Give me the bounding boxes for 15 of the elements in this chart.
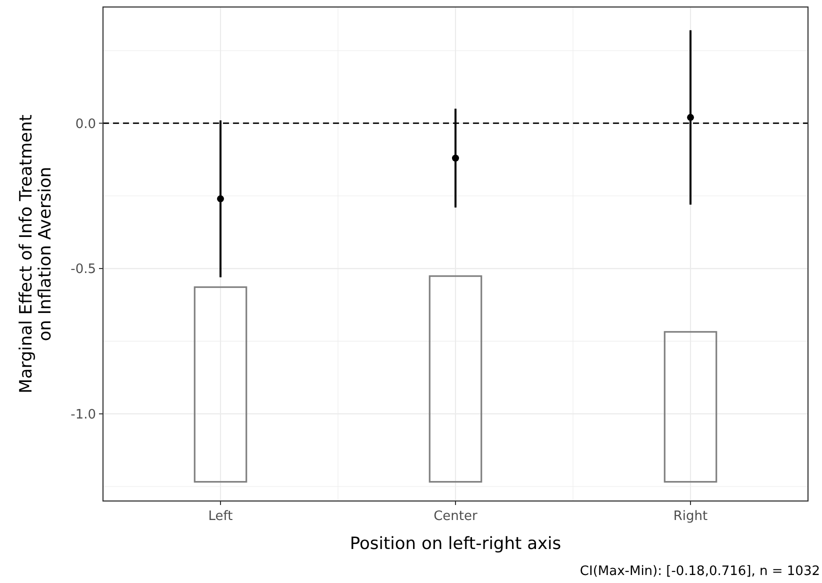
bar xyxy=(194,286,248,483)
text: CI(Max-Min): [-0.18,0.716], n = 1032 xyxy=(580,564,820,579)
y-tick-label: 0.0 xyxy=(75,116,96,132)
y-axis-title: Marginal Effect of Info Treatment on Inflation Aversion xyxy=(16,114,56,394)
x-tick-label: Right xyxy=(673,509,708,524)
y-tick-label: -0.5 xyxy=(70,262,96,278)
bar xyxy=(428,275,482,483)
x-tick-label: Center xyxy=(434,509,478,524)
point xyxy=(687,114,694,121)
y-tick-label: -1.0 xyxy=(70,407,96,422)
point xyxy=(217,195,224,202)
point xyxy=(452,154,459,162)
x-axis-title: Position on left-right axis xyxy=(350,534,562,554)
bar xyxy=(664,331,718,483)
x-tick-label: Left xyxy=(208,509,233,524)
